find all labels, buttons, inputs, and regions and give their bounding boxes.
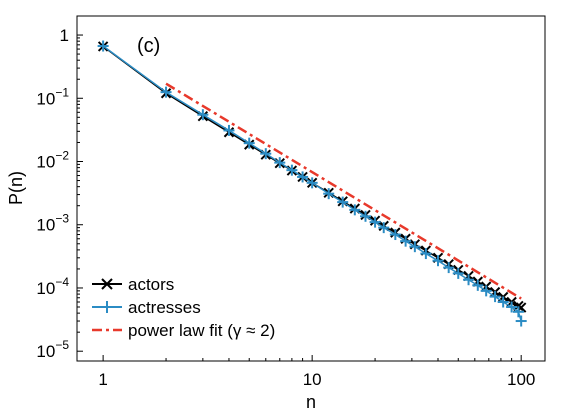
x-tick-label: 1: [98, 370, 107, 389]
data-point-+: [97, 40, 109, 52]
legend: actors actresses power law fit (γ ≈ 2): [92, 275, 275, 340]
data-point-+: [497, 296, 509, 308]
data-point-+: [360, 210, 372, 222]
data-point-+: [197, 109, 209, 121]
data-point-+: [243, 137, 255, 149]
legend-label: actors: [128, 275, 174, 294]
y-tick-label: 1: [60, 26, 69, 45]
legend-item: actresses: [92, 298, 201, 317]
data-point-+: [223, 124, 235, 136]
plot-frame: [76, 15, 546, 362]
data-point-+: [323, 188, 335, 200]
legend-marker: [101, 278, 113, 290]
y-tick-base: 10: [36, 342, 55, 361]
data-point-+: [160, 86, 172, 98]
data-point-+: [274, 157, 286, 169]
data-point-+: [409, 241, 421, 253]
y-tick-label: 10−5: [36, 338, 69, 361]
data-point-+: [369, 216, 381, 228]
y-tick-exponent: −4: [55, 275, 69, 289]
data-point-+: [432, 255, 444, 267]
x-axis-title: n: [306, 392, 316, 412]
data-point-+: [443, 262, 455, 274]
y-tick-base: 10: [36, 279, 55, 298]
data-point-+: [389, 229, 401, 241]
data-point-+: [515, 315, 527, 327]
data-point-+: [286, 164, 298, 176]
y-tick-label: 10−2: [36, 149, 69, 172]
y-tick-exponent: −1: [55, 85, 69, 99]
fit-line: [165, 82, 522, 300]
data-point-+: [306, 177, 318, 189]
data-point-+: [400, 235, 412, 247]
legend-label: actresses: [128, 298, 201, 317]
legend-marker: [101, 301, 113, 313]
data-point-+: [489, 291, 501, 303]
x-tick-label: 100: [507, 370, 535, 389]
panel-label: (c): [137, 35, 160, 57]
legend-item: power law fit (γ ≈ 2): [92, 321, 275, 340]
data-point-+: [452, 267, 464, 279]
marker-stroke: [101, 278, 113, 290]
y-tick-label: 10−4: [36, 275, 69, 298]
y-tick-exponent: −3: [55, 212, 69, 226]
data-point-+: [378, 222, 390, 234]
data-point-+: [297, 171, 309, 183]
data-point-+: [420, 248, 432, 260]
y-tick-base: 1: [60, 26, 69, 45]
data-point-+: [337, 196, 349, 208]
data-point-+: [463, 274, 475, 286]
y-tick-base: 10: [36, 216, 55, 235]
y-tick-label: 10−1: [36, 85, 69, 108]
x-tick-label: 10: [303, 370, 322, 389]
data-point-+: [506, 301, 518, 313]
y-tick-base: 10: [36, 89, 55, 108]
data-marks: [97, 40, 527, 327]
data-point-+: [260, 148, 272, 160]
y-tick-label: 10−3: [36, 212, 69, 235]
legend-label: power law fit (γ ≈ 2): [128, 321, 275, 340]
data-point-+: [512, 306, 524, 318]
legend-item: actors: [92, 275, 174, 294]
data-point-+: [480, 285, 492, 297]
data-point-+: [472, 279, 484, 291]
data-point-+: [349, 204, 361, 216]
y-tick-exponent: −2: [55, 149, 69, 163]
y-tick-base: 10: [36, 153, 55, 172]
y-tick-exponent: −5: [55, 338, 69, 352]
y-axis-title: P(n): [6, 171, 26, 205]
